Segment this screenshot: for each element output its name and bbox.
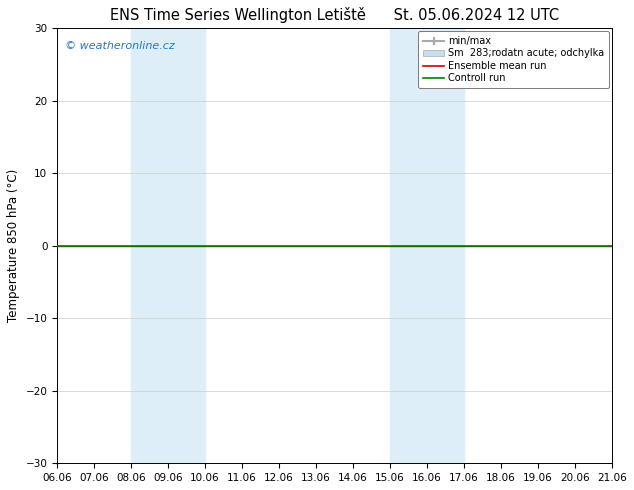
Bar [131,28,205,464]
Text: © weatheronline.cz: © weatheronline.cz [65,41,175,51]
Title: ENS Time Series Wellington Letiště      St. 05.06.2024 12 UTC: ENS Time Series Wellington Letiště St. 0… [110,7,559,23]
Bar [390,28,464,464]
Legend: min/max, Sm  283;rodatn acute; odchylka, Ensemble mean run, Controll run: min/max, Sm 283;rodatn acute; odchylka, … [418,31,609,88]
Y-axis label: Temperature 850 hPa (°C): Temperature 850 hPa (°C) [7,169,20,322]
